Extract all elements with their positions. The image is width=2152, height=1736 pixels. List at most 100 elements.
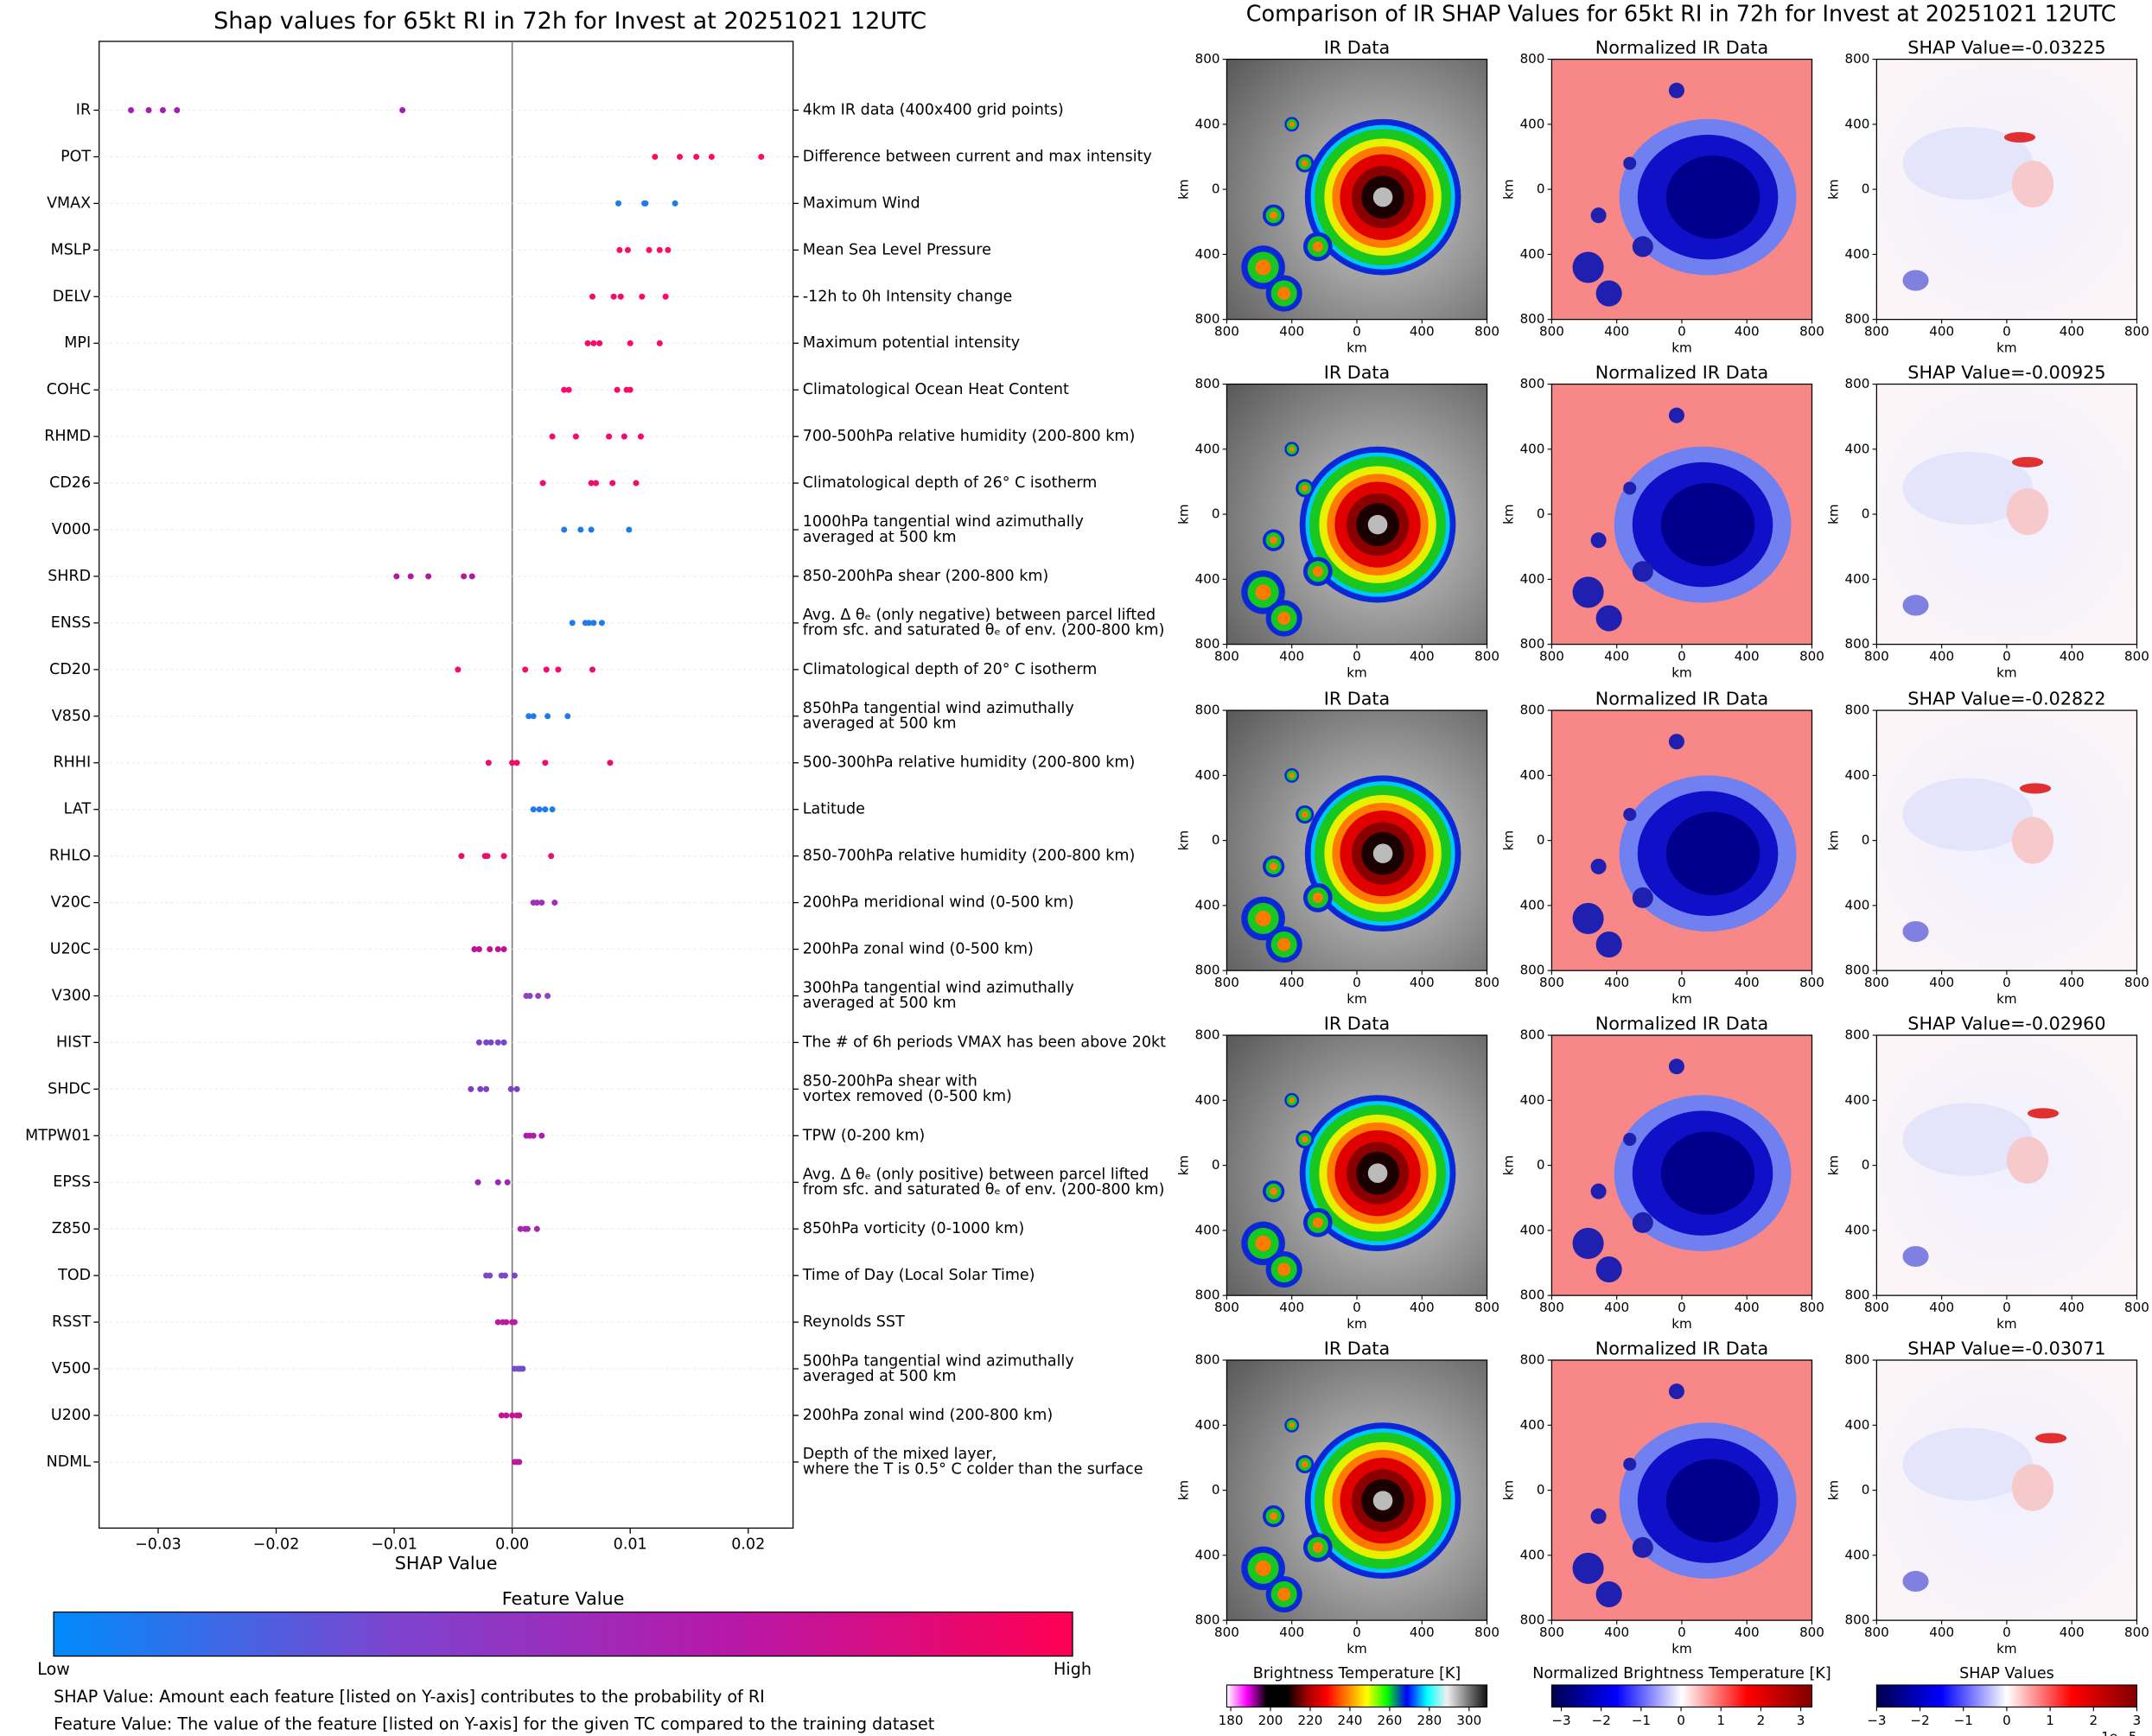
- y-tick-label: 400: [1195, 571, 1220, 587]
- y-tick-label: 400: [1195, 1547, 1220, 1562]
- y-axis-label: km: [1825, 830, 1841, 851]
- feature-description: Mean Sea Level Pressure: [803, 241, 991, 258]
- cloud: [1270, 1512, 1278, 1521]
- y-tick-label: 400: [1520, 246, 1545, 262]
- shap-point: [621, 433, 627, 440]
- shap-point: [522, 666, 529, 673]
- x-tick-label: 800: [1799, 1625, 1824, 1640]
- shap-point: [407, 573, 414, 580]
- y-tick-label: 800: [1195, 636, 1220, 652]
- cloud: [1632, 887, 1653, 908]
- cloud: [1595, 605, 1622, 632]
- shap-point: [542, 760, 549, 766]
- colorbar: [1875, 1684, 2138, 1708]
- y-tick-label: 800: [1845, 311, 1870, 327]
- x-axis-label: km: [1671, 665, 1692, 681]
- y-tick-label: 800: [1195, 376, 1220, 391]
- x-tick-label: 400: [1735, 1625, 1760, 1640]
- y-tick-label: 400: [1845, 116, 1870, 131]
- shap-point: [487, 1039, 494, 1046]
- shap-point: [561, 386, 568, 393]
- shap-patch: [2011, 817, 2054, 864]
- y-tick-label: 0: [1212, 506, 1220, 522]
- x-tick-label: 0: [2002, 975, 2011, 990]
- cloud: [1367, 1163, 1388, 1183]
- y-tick-label: 800: [1520, 636, 1545, 652]
- x-tick-label: 0.01: [614, 1536, 647, 1554]
- y-tick-label: 400: [1845, 441, 1870, 456]
- colorbar-tick-label: 2: [2089, 1713, 2098, 1728]
- y-axis-label: km: [1501, 179, 1517, 200]
- shap-point: [475, 946, 482, 953]
- y-tick-label: 400: [1195, 767, 1220, 783]
- x-axis-label: km: [1347, 1641, 1367, 1657]
- cloud: [1312, 1217, 1323, 1228]
- cloud: [1590, 1508, 1607, 1524]
- shap-patch: [2011, 160, 2054, 208]
- y-tick-label: 0: [1862, 1482, 1870, 1498]
- shap-point: [610, 293, 617, 300]
- right-title: Comparison of IR SHAP Values for 65kt RI…: [1246, 2, 2117, 28]
- image-panel: [1876, 384, 2137, 645]
- cloud: [1277, 611, 1291, 626]
- shap-point: [507, 1085, 514, 1092]
- y-axis-label: km: [1176, 1155, 1192, 1176]
- x-tick-label: 400: [2060, 323, 2085, 339]
- shap-point: [633, 480, 640, 486]
- shap-point: [672, 200, 678, 207]
- feature-description: 850-200hPa shear (200-800 km): [803, 568, 1049, 585]
- shap-patch: [1902, 595, 1929, 616]
- cloud: [1668, 1059, 1684, 1075]
- x-tick-label: 800: [2124, 323, 2149, 339]
- x-tick-label: 400: [1410, 323, 1435, 339]
- shap-patch: [2011, 1464, 2054, 1511]
- x-axis-label: km: [1671, 1316, 1692, 1332]
- y-tick-label: CD26: [49, 474, 91, 492]
- feature-description: 200hPa meridional wind (0-500 km): [803, 894, 1074, 912]
- shap-point: [590, 340, 597, 347]
- cloud: [1277, 1262, 1291, 1276]
- feature-description: 200hPa zonal wind (200-800 km): [803, 1407, 1053, 1424]
- shap-point: [624, 246, 631, 253]
- y-tick-label: 800: [1520, 1288, 1545, 1303]
- x-axis-label: km: [1996, 1641, 2017, 1657]
- shap-point: [646, 246, 653, 253]
- x-axis-label: km: [1347, 665, 1367, 681]
- shap-point: [577, 526, 584, 533]
- x-tick-label: −0.02: [253, 1536, 300, 1554]
- feature-description: 700-500hPa relative humidity (200-800 km…: [803, 428, 1136, 445]
- y-tick-label: 400: [1845, 1222, 1870, 1237]
- cloud: [1623, 156, 1637, 170]
- shap-point: [535, 992, 542, 999]
- cloud: [1255, 1560, 1271, 1576]
- x-tick-label: 0: [1678, 1300, 1686, 1315]
- cloud: [1572, 902, 1604, 935]
- x-tick-label: 400: [1410, 1625, 1435, 1640]
- shap-patch: [2035, 1433, 2067, 1444]
- shap-patch: [2003, 131, 2036, 143]
- shap-point: [468, 573, 475, 580]
- colorbar-title: Normalized Brightness Temperature [K]: [1532, 1665, 1830, 1682]
- x-tick-label: 400: [1604, 975, 1629, 990]
- x-tick-label: 800: [1474, 323, 1499, 339]
- x-tick-label: 0: [1678, 1625, 1686, 1640]
- shap-point: [504, 1179, 511, 1186]
- feature-description: -12h to 0h Intensity change: [803, 288, 1013, 305]
- shap-point: [511, 1272, 518, 1279]
- y-tick-label: TOD: [57, 1267, 91, 1284]
- x-tick-label: 800: [1539, 1625, 1564, 1640]
- x-tick-label: 0: [2002, 648, 2011, 664]
- panel-title: SHAP Value=-0.00925: [1907, 362, 2105, 383]
- y-tick-label: 800: [1520, 51, 1545, 67]
- y-tick-label: U200: [51, 1407, 91, 1424]
- y-tick-label: 400: [1520, 1547, 1545, 1562]
- panel-title: SHAP Value=-0.02960: [1907, 1013, 2105, 1033]
- y-tick-label: SHRD: [48, 568, 91, 585]
- image-panel: [1226, 59, 1487, 320]
- y-tick-label: 0: [1537, 506, 1545, 522]
- y-axis-label: km: [1825, 179, 1841, 200]
- x-tick-label: 800: [1864, 1300, 1889, 1315]
- shap-point: [494, 946, 501, 953]
- panel-title: IR Data: [1324, 688, 1391, 709]
- y-tick-label: 400: [1520, 897, 1545, 913]
